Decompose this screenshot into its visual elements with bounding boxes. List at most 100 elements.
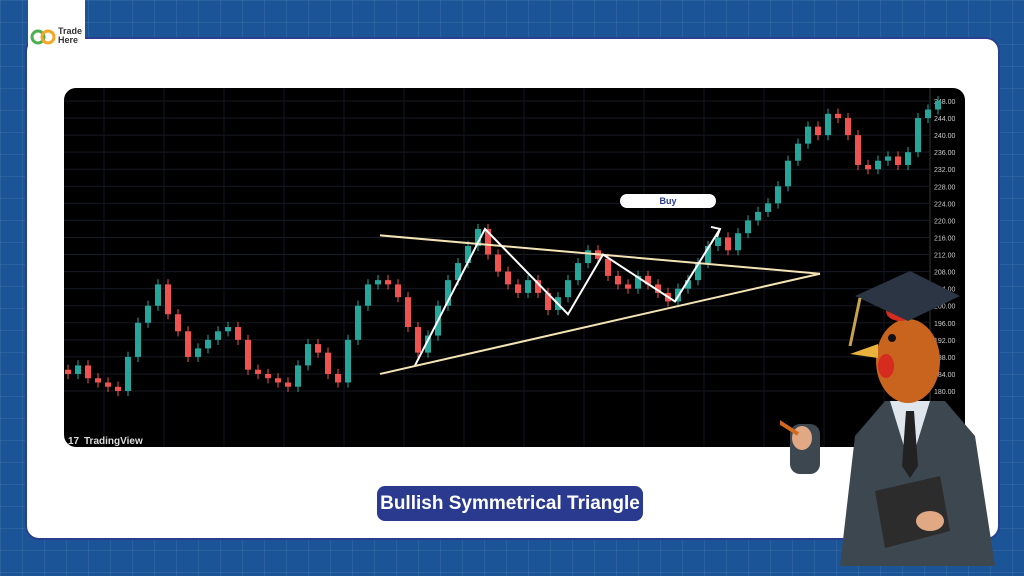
candle-body [425, 335, 431, 353]
candle-body [225, 327, 231, 332]
candle-body [475, 228, 481, 247]
candle-body [865, 164, 871, 170]
logo-mark-icon [30, 29, 56, 45]
candle-body [345, 339, 351, 383]
candle-body [85, 365, 91, 379]
logo-text-line2: Here [58, 35, 79, 45]
candle-body [745, 220, 751, 234]
candle-body [285, 382, 291, 387]
candle-body [65, 369, 71, 374]
chicken-beak [850, 344, 878, 358]
candle-body [245, 339, 251, 370]
candle-body [455, 263, 461, 281]
candle-body [465, 246, 471, 264]
candle-body [805, 126, 811, 144]
cap-tassel [848, 297, 862, 347]
candle-body [875, 160, 881, 170]
candle-body [815, 126, 821, 136]
candle-body [195, 348, 201, 357]
candle-body [635, 275, 641, 289]
triangle-lower-trendline [379, 272, 821, 375]
candle-body [655, 284, 661, 293]
candle-body [205, 339, 211, 349]
candle-body [165, 284, 171, 315]
pencil-icon [780, 420, 800, 436]
candle-body [95, 378, 101, 383]
candle-body [295, 365, 301, 387]
candle-body [355, 305, 361, 340]
candle-body [765, 203, 771, 212]
candle-body [565, 280, 571, 298]
candle-body [905, 152, 911, 165]
y-tick-label: 212.00 [934, 253, 956, 260]
candle-body [585, 250, 591, 264]
candle-body [275, 378, 281, 383]
candle-body [305, 344, 311, 366]
y-tick-label: 236.00 [934, 150, 956, 157]
candle-body [915, 118, 921, 153]
candle-body [775, 186, 781, 204]
candle-body [105, 382, 111, 387]
title-banner: Bullish Symmetrical Triangle [375, 484, 645, 523]
candle-body [715, 237, 721, 247]
y-tick-label: 180.00 [934, 389, 956, 396]
y-tick-label: 184.00 [934, 372, 956, 379]
candle-body [535, 280, 541, 293]
candle-body [145, 305, 151, 323]
candle-body [395, 284, 401, 298]
title-text: Bullish Symmetrical Triangle [380, 492, 640, 514]
y-tick-label: 224.00 [934, 201, 956, 208]
tie [902, 411, 918, 478]
hand-right [916, 511, 944, 531]
candle-body [175, 314, 181, 332]
candle-body [335, 373, 341, 383]
arrow-head-icon [710, 225, 722, 238]
y-tick-label: 216.00 [934, 235, 956, 242]
candle-body [505, 271, 511, 285]
candle-body [645, 275, 651, 285]
candle-body [795, 143, 801, 161]
mascot-illustration [780, 271, 995, 566]
zigzag-path [414, 227, 721, 366]
y-tick-label: 228.00 [934, 184, 956, 191]
candle-body [485, 228, 491, 255]
candle-body [725, 237, 731, 251]
brand-logo: Trade Here [28, 0, 85, 50]
candle-body [935, 101, 941, 110]
hand-left [792, 426, 812, 450]
candle-body [735, 233, 741, 251]
candle-body [185, 331, 191, 357]
candle-body [365, 284, 371, 306]
candle-body [415, 327, 421, 353]
candle-body [615, 275, 621, 285]
candle-body [835, 113, 841, 119]
candle-body [135, 322, 141, 357]
candle-body [705, 246, 711, 264]
y-tick-label: 192.00 [934, 338, 956, 345]
candle-body [75, 365, 81, 374]
candle-body [445, 280, 451, 306]
candle-body [545, 292, 551, 310]
candle-body [315, 344, 321, 353]
triangle-upper-trendline [379, 234, 821, 275]
tradingview-logo-icon: 17 [68, 436, 80, 447]
candle-body [235, 327, 241, 340]
y-tick-label: 244.00 [934, 116, 956, 123]
logo-text: Trade Here [58, 27, 82, 45]
candlestick-chart: 248.00 244.00 240.00 236.00 232.00 228.00 224.… [64, 88, 965, 447]
buy-label: Buy [659, 196, 676, 206]
candle-body [885, 156, 891, 161]
y-tick-label: 200.00 [934, 304, 956, 311]
candle-body [685, 280, 691, 289]
candle-body [575, 263, 581, 281]
candle-body [265, 373, 271, 379]
candle-body [115, 386, 121, 392]
tradingview-watermark: TradingView [84, 436, 143, 447]
candle-body [125, 356, 131, 392]
candle-body [255, 369, 261, 374]
candle-body [375, 280, 381, 285]
buy-label-box [620, 194, 716, 208]
candle-body [755, 211, 761, 221]
candle-body [605, 258, 611, 276]
candle-body [515, 284, 521, 293]
